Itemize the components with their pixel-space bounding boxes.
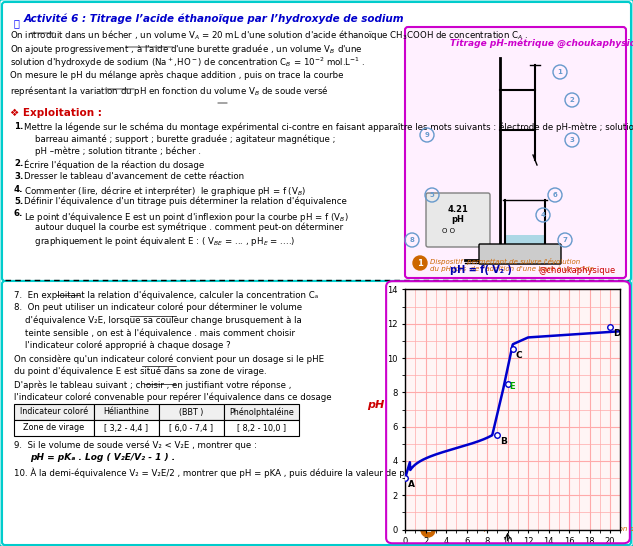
Text: Commenter (lire, décrire et interpréter)  le graphique pH = f (V$_B$): Commenter (lire, décrire et interpréter)… <box>24 185 306 199</box>
Text: D'après le tableau suivant ; choisir , en justifiant votre réponse ,: D'après le tableau suivant ; choisir , e… <box>14 380 291 389</box>
Text: 2: 2 <box>570 97 574 103</box>
Text: Écrire l'équation de la réaction du dosage: Écrire l'équation de la réaction du dosa… <box>24 159 204 170</box>
FancyBboxPatch shape <box>479 244 561 264</box>
Text: 7: 7 <box>563 237 567 243</box>
Text: barreau aimanté ; support ; burette graduée ; agitateur magnétique ;: barreau aimanté ; support ; burette grad… <box>24 134 335 144</box>
Y-axis label: pH: pH <box>367 400 384 410</box>
FancyBboxPatch shape <box>2 281 631 545</box>
Bar <box>94 404 159 420</box>
Text: [ 6,0 - 7,4 ]: [ 6,0 - 7,4 ] <box>170 424 213 432</box>
Text: [ 8,2 - 10,0 ]: [ 8,2 - 10,0 ] <box>237 424 286 432</box>
Bar <box>224 404 299 420</box>
Text: Dresser le tableau d'avancement de cette réaction: Dresser le tableau d'avancement de cette… <box>24 172 244 181</box>
Text: 4: 4 <box>541 212 546 218</box>
Text: D: D <box>613 329 621 338</box>
FancyBboxPatch shape <box>2 2 631 281</box>
Text: pH = pKₐ . Log ( V₂E/V₂ - 1 ) .: pH = pKₐ . Log ( V₂E/V₂ - 1 ) . <box>30 453 175 462</box>
Text: 1: 1 <box>417 258 423 268</box>
Text: 1.: 1. <box>14 122 23 131</box>
Bar <box>94 420 159 436</box>
Text: 10. À la demi-équivalence V₂ = V₂E/2 , montrer que pH = pKA , puis déduire la va: 10. À la demi-équivalence V₂ = V₂E/2 , m… <box>14 468 548 478</box>
Text: E: E <box>510 382 515 391</box>
Text: pH: pH <box>451 215 465 224</box>
Bar <box>159 404 224 420</box>
Text: 9.  Si le volume de soude versé V₂ < V₂E , montrer que :: 9. Si le volume de soude versé V₂ < V₂E … <box>14 440 257 449</box>
Text: (BBT ): (BBT ) <box>179 407 204 417</box>
Text: l'indicateur coloré approprié à chaque dosage ?: l'indicateur coloré approprié à chaque d… <box>14 341 230 350</box>
Text: 9: 9 <box>425 132 429 138</box>
Text: 🔷: 🔷 <box>14 18 20 28</box>
Text: B: B <box>501 437 507 446</box>
Text: On considère qu'un indicateur coloré convient pour un dosage si le pHE: On considère qu'un indicateur coloré con… <box>14 355 324 365</box>
Text: représentant la variation du pH en fonction du volume V$_B$ de soude versé: représentant la variation du pH en fonct… <box>10 84 329 98</box>
Text: 8.  On peut utiliser un indicateur coloré pour déterminer le volume: 8. On peut utiliser un indicateur coloré… <box>14 303 302 312</box>
Text: 8: 8 <box>410 237 415 243</box>
Text: pH –mètre ; solution titrante ; bécher .: pH –mètre ; solution titrante ; bécher . <box>24 147 201 157</box>
Text: Indicateur coloré: Indicateur coloré <box>20 407 88 417</box>
Text: Le point d'équivalence E est un point d'inflexion pour la courbe pH = f (V$_B$): Le point d'équivalence E est un point d'… <box>24 210 349 223</box>
Text: @choukaphysique: @choukaphysique <box>539 266 616 275</box>
Circle shape <box>413 256 427 270</box>
FancyBboxPatch shape <box>405 27 626 278</box>
Text: d'équivalence V₂E, lorsque sa couleur change brusquement à la: d'équivalence V₂E, lorsque sa couleur ch… <box>14 316 302 325</box>
Text: 6: 6 <box>553 192 558 198</box>
Circle shape <box>421 523 435 537</box>
Text: Phénolphtaléine: Phénolphtaléine <box>229 407 294 417</box>
Text: solution d'hydroxyde de sodium (Na$^+$,HO$^-$) de concentration C$_B$ = 10$^{-2}: solution d'hydroxyde de sodium (Na$^+$,H… <box>10 56 365 70</box>
Text: Zone de virage: Zone de virage <box>23 424 85 432</box>
Text: Dispositif  permettant de suivre l'évolution: Dispositif permettant de suivre l'évolut… <box>430 258 580 265</box>
Text: graphiquement le point équivalent E : ( V$_{BE}$ = ... , pH$_E$ = ....): graphiquement le point équivalent E : ( … <box>24 234 296 248</box>
Text: 7.  En exploitant la relation d'équivalence, calculer la concentration Cₐ: 7. En exploitant la relation d'équivalen… <box>14 290 318 300</box>
Text: autour duquel la courbe est symétrique . comment peut-on déterminer: autour duquel la courbe est symétrique .… <box>24 222 343 232</box>
Bar <box>159 420 224 436</box>
Text: 5: 5 <box>430 192 434 198</box>
Text: On mesure le pH du mélange après chaque addition , puis on trace la courbe: On mesure le pH du mélange après chaque … <box>10 70 344 80</box>
Text: ❖ Exploitation :: ❖ Exploitation : <box>10 108 102 118</box>
Bar <box>14 420 94 436</box>
Text: 4.: 4. <box>14 185 23 193</box>
Text: teinte sensible , on est à l'équivalence . mais comment choisir: teinte sensible , on est à l'équivalence… <box>14 328 295 337</box>
Text: 5.: 5. <box>14 197 23 206</box>
Text: l'indicateur coloré convenable pour repérer l'équivalence dans ce dosage: l'indicateur coloré convenable pour repé… <box>14 392 332 401</box>
Text: C: C <box>516 351 522 360</box>
Text: pH = f( V₂ ): pH = f( V₂ ) <box>449 265 511 275</box>
Text: Hélianthine: Hélianthine <box>104 407 149 417</box>
Text: O O: O O <box>441 228 454 234</box>
Text: 3.: 3. <box>14 172 23 181</box>
Text: Définir l'équivalence d'un titrage puis déterminer la relation d'équivalence: Définir l'équivalence d'un titrage puis … <box>24 197 347 206</box>
Text: A: A <box>408 480 415 489</box>
Text: 2: 2 <box>425 525 431 535</box>
Text: 2.: 2. <box>14 159 23 169</box>
Text: On introduit dans un bécher , un volume V$_A$ = 20 mL d'une solution d'acide éth: On introduit dans un bécher , un volume … <box>10 28 529 42</box>
Text: Évolution du pH en fonction du volume Ve de solution de soude versée: Évolution du pH en fonction du volume Ve… <box>438 525 633 532</box>
Text: [ 3,2 - 4,4 ]: [ 3,2 - 4,4 ] <box>104 424 149 432</box>
Text: 6.: 6. <box>14 210 23 218</box>
FancyBboxPatch shape <box>426 193 490 247</box>
Text: Mettre la légende sur le schéma du montage expérimental ci-contre en faisant app: Mettre la légende sur le schéma du monta… <box>24 122 633 132</box>
Text: On ajoute progressivement , à l'aide d'une burette graduée , un volume V$_B$ d'u: On ajoute progressivement , à l'aide d'u… <box>10 42 363 56</box>
Text: du pH lors  de l'addition d'une base à un acide: du pH lors de l'addition d'une base à un… <box>430 265 594 271</box>
Bar <box>506 235 544 249</box>
Text: Titrage pH-métrique @choukaphysique: Titrage pH-métrique @choukaphysique <box>450 38 633 48</box>
Text: 1: 1 <box>558 69 563 75</box>
Text: 3: 3 <box>570 137 574 143</box>
Text: Activité 6 : Titrage l’acide éthanoïque par l’hydroxyde de sodium: Activité 6 : Titrage l’acide éthanoïque … <box>24 14 404 25</box>
Text: 4.21: 4.21 <box>448 205 468 214</box>
Text: du point d'équivalence E est situé dans sa zone de virage.: du point d'équivalence E est situé dans … <box>14 367 266 377</box>
Bar <box>14 404 94 420</box>
Bar <box>224 420 299 436</box>
